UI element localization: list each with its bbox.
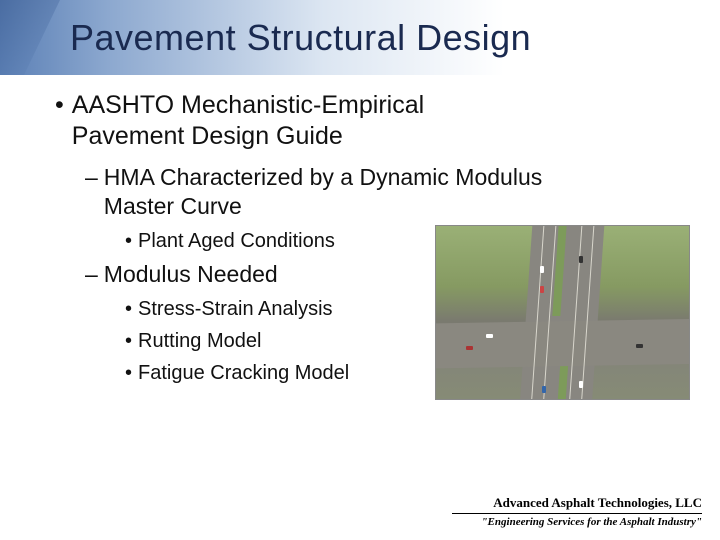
l2-text-2: Modulus Needed <box>104 261 278 287</box>
l2-text-1a: HMA Characterized by a Dynamic Modulus <box>104 164 542 190</box>
l2-text-1b: Master Curve <box>104 193 242 219</box>
bullet-dot-icon: • <box>55 91 64 119</box>
bullet-dot-icon: • <box>125 298 132 320</box>
company-tagline: "Engineering Services for the Asphalt In… <box>452 516 702 528</box>
l1-text-line2: Pavement Design Guide <box>72 122 343 150</box>
bullet-dot-icon: • <box>125 230 132 252</box>
footer: Advanced Asphalt Technologies, LLC "Engi… <box>452 495 702 528</box>
bullet-level1: •AASHTO Mechanistic-Empirical •Pavement … <box>55 90 700 153</box>
divider <box>452 513 702 514</box>
bullet-dot-icon: • <box>125 362 132 384</box>
slide-title: Pavement Structural Design <box>70 17 531 59</box>
l3-text-4: Fatigue Cracking Model <box>138 362 349 384</box>
l3-text-3: Rutting Model <box>138 330 261 352</box>
title-bar: Pavement Structural Design <box>0 0 720 75</box>
highway-aerial-image <box>435 225 690 400</box>
dash-icon: – <box>85 164 98 190</box>
bullet-level2: –HMA Characterized by a Dynamic Modulus … <box>85 163 700 223</box>
bullet-dot-icon: • <box>125 330 132 352</box>
l3-text-1: Plant Aged Conditions <box>138 230 335 252</box>
company-name: Advanced Asphalt Technologies, LLC <box>452 495 702 511</box>
dash-icon: – <box>85 261 98 287</box>
l3-text-2: Stress-Strain Analysis <box>138 298 333 320</box>
l1-text-line1: AASHTO Mechanistic-Empirical <box>72 91 424 119</box>
